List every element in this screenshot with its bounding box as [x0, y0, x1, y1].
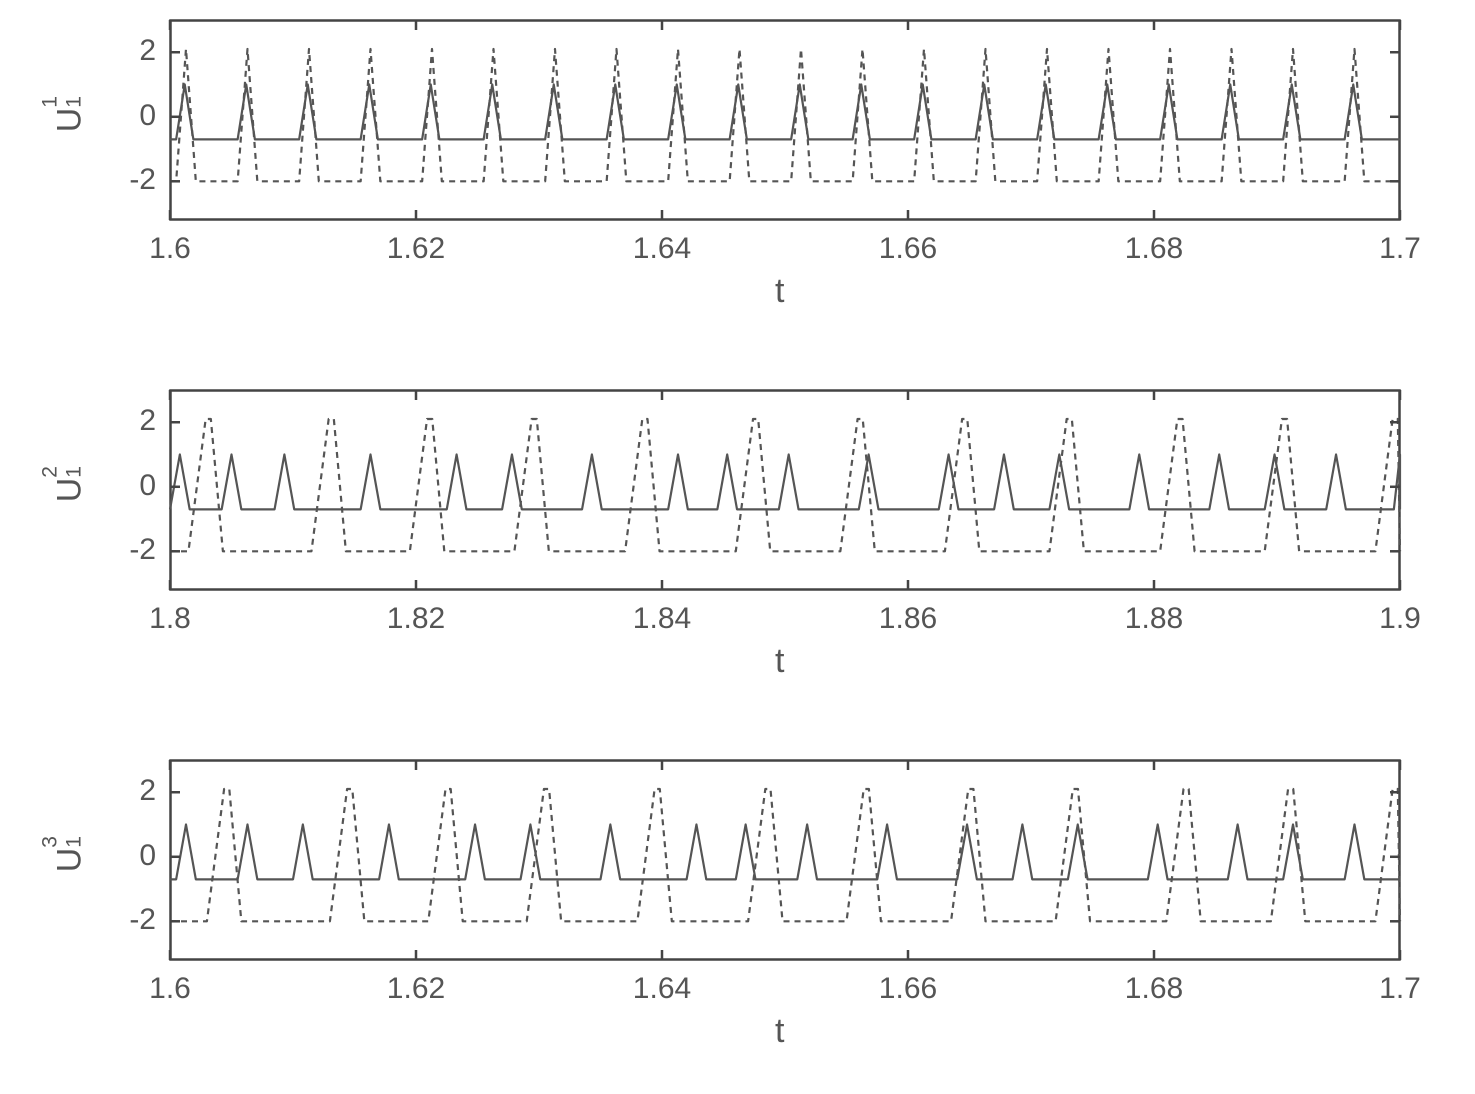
panel3-series-solid	[170, 825, 1400, 880]
xtick-label: 1.7	[1379, 972, 1421, 1006]
xtick-label: 1.6	[149, 972, 191, 1006]
xlabel: t	[775, 272, 784, 311]
xtick-label: 1.9	[1379, 602, 1421, 636]
xtick-label: 1.64	[633, 972, 691, 1006]
xtick-label: 1.82	[387, 602, 445, 636]
ylabel-sub: 1	[62, 96, 86, 108]
ylabel: U31	[51, 848, 90, 873]
xtick-label: 1.64	[633, 232, 691, 266]
ytick-label: -2	[96, 533, 156, 567]
panel3-series-dashed	[170, 789, 1400, 921]
panel2-series-dashed	[170, 419, 1400, 551]
xtick-label: 1.88	[1125, 602, 1183, 636]
ylabel-sub: 1	[62, 466, 86, 478]
xtick-label: 1.84	[633, 602, 691, 636]
ylabel-base: U	[51, 108, 89, 133]
ylabel-base: U	[51, 848, 89, 873]
xlabel: t	[775, 1012, 784, 1051]
xtick-label: 1.68	[1125, 972, 1183, 1006]
ylabel-sup: 1	[39, 96, 63, 108]
panel3-plot	[170, 760, 1400, 960]
xtick-label: 1.8	[149, 602, 191, 636]
panel1-series-solid	[170, 85, 1400, 140]
panel1: 1.61.621.641.661.681.7-202tU11	[170, 20, 1400, 220]
ytick-label: 2	[96, 774, 156, 808]
xtick-label: 1.6	[149, 232, 191, 266]
xtick-label: 1.86	[879, 602, 937, 636]
ylabel-sup: 2	[39, 466, 63, 478]
ytick-label: -2	[96, 163, 156, 197]
figure: 1.61.621.641.661.681.7-202tU111.81.821.8…	[0, 0, 1475, 1094]
ytick-label: 0	[96, 469, 156, 503]
ytick-label: 2	[96, 404, 156, 438]
xtick-label: 1.7	[1379, 232, 1421, 266]
ytick-label: 2	[96, 34, 156, 68]
xtick-label: 1.66	[879, 972, 937, 1006]
xtick-label: 1.62	[387, 232, 445, 266]
ylabel: U21	[51, 478, 90, 503]
panel2-plot	[170, 390, 1400, 590]
axes-box	[171, 391, 1400, 590]
ylabel-sup: 3	[39, 836, 63, 848]
panel1-plot	[170, 20, 1400, 220]
panel2: 1.81.821.841.861.881.9-202tU21	[170, 390, 1400, 590]
axes-box	[171, 21, 1400, 220]
ytick-label: 0	[96, 839, 156, 873]
xtick-label: 1.66	[879, 232, 937, 266]
axes-box	[171, 761, 1400, 960]
ytick-label: 0	[96, 99, 156, 133]
ylabel-base: U	[51, 478, 89, 503]
panel1-series-dashed	[170, 49, 1400, 181]
xtick-label: 1.68	[1125, 232, 1183, 266]
panel2-series-solid	[170, 455, 1400, 510]
xtick-label: 1.62	[387, 972, 445, 1006]
ytick-label: -2	[96, 903, 156, 937]
panel3: 1.61.621.641.661.681.7-202tU31	[170, 760, 1400, 960]
xlabel: t	[775, 642, 784, 681]
ylabel: U11	[51, 108, 90, 133]
ylabel-sub: 1	[62, 836, 86, 848]
